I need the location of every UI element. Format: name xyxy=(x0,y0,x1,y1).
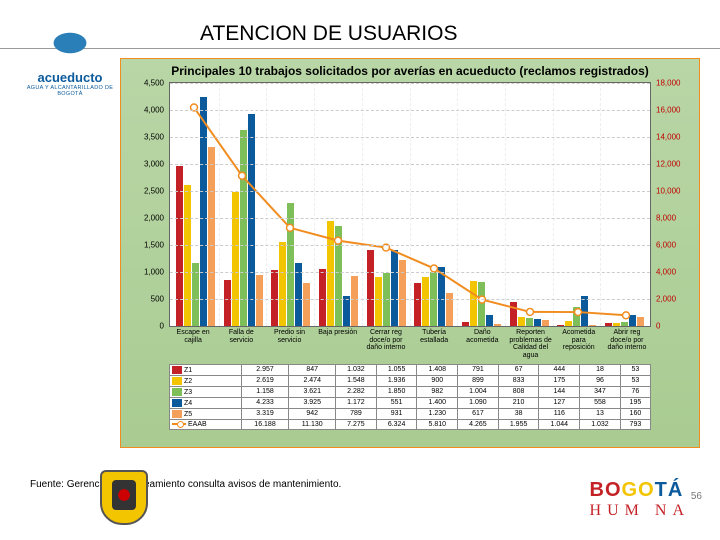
bar-Z2 xyxy=(232,192,239,326)
bar-Z2 xyxy=(422,277,429,326)
bar-Z5 xyxy=(637,317,644,326)
bogota-wordmark: BOGOTÁ xyxy=(590,479,690,502)
bar-Z3 xyxy=(526,318,533,326)
bar-Z1 xyxy=(462,322,469,326)
category-group xyxy=(220,83,268,326)
bar-Z2 xyxy=(184,185,191,326)
x-label: Predio sinservicio xyxy=(265,327,313,360)
category-group xyxy=(267,83,315,326)
bar-Z5 xyxy=(589,325,596,326)
legend-row-Z3: Z31.1583.6212.2821.8509821.0048081443477… xyxy=(170,386,651,397)
frog-icon xyxy=(20,10,120,70)
bar-Z2 xyxy=(518,317,525,326)
source-text: Fuente: Gerencia de Planeamiento consult… xyxy=(30,479,341,490)
x-labels: Escape encajillaFalla deservicioPredio s… xyxy=(169,327,651,360)
bar-Z3 xyxy=(335,226,342,326)
logo-brand: acueducto xyxy=(20,70,120,85)
page-number: 56 xyxy=(691,491,702,502)
humana-wordmark: HUM NA xyxy=(590,502,690,520)
bar-Z5 xyxy=(446,293,453,326)
bars-area xyxy=(170,83,650,326)
category-group xyxy=(506,83,554,326)
bar-Z4 xyxy=(581,296,588,326)
bar-Z2 xyxy=(565,321,572,326)
bar-Z2 xyxy=(327,221,334,326)
bar-Z2 xyxy=(375,277,382,326)
bar-Z4 xyxy=(248,114,255,326)
legend-table: Z12.9578471.0321.0551.408791674441853Z22… xyxy=(169,364,651,430)
x-label: Abrir regdoce/o pordaño interno xyxy=(603,327,651,360)
bar-Z1 xyxy=(224,280,231,326)
category-group xyxy=(554,83,602,326)
bar-Z1 xyxy=(510,302,517,326)
y-left-axis: 05001,0001,5002,0002,5003,0003,5004,0004… xyxy=(128,83,168,326)
bar-Z3 xyxy=(240,130,247,326)
chart-title: Principales 10 trabajos solicitados por … xyxy=(127,64,693,78)
category-group xyxy=(411,83,459,326)
chart-container: Principales 10 trabajos solicitados por … xyxy=(120,58,700,448)
legend-row-Z5: Z53.3199427899311.2306173811613160 xyxy=(170,408,651,419)
x-label: Tuberíaestallada xyxy=(410,327,458,360)
legend-row-Z2: Z22.6192.4741.5481.9369008998331759653 xyxy=(170,375,651,386)
x-label: Reportenproblemas deCalidad delagua xyxy=(506,327,554,360)
y-right-axis: 02,0004,0006,0008,00010,00012,00014,0001… xyxy=(652,83,692,326)
bar-Z3 xyxy=(287,203,294,326)
category-group xyxy=(172,83,220,326)
bar-Z5 xyxy=(494,324,501,326)
bar-Z1 xyxy=(414,283,421,326)
x-label: Dañoacometida xyxy=(458,327,506,360)
acueducto-logo: acueducto AGUA Y ALCANTARILLADO DE BOGOT… xyxy=(20,10,120,97)
bar-Z4 xyxy=(486,315,493,326)
bar-Z3 xyxy=(478,282,485,326)
bar-Z4 xyxy=(343,296,350,326)
bar-Z2 xyxy=(470,281,477,326)
bar-Z5 xyxy=(303,283,310,326)
bar-Z1 xyxy=(605,323,612,326)
bar-Z3 xyxy=(573,307,580,326)
bar-Z1 xyxy=(319,269,326,326)
bar-Z5 xyxy=(256,275,263,326)
x-label: Falla deservicio xyxy=(217,327,265,360)
category-group xyxy=(458,83,506,326)
bar-Z5 xyxy=(399,260,406,326)
logo-subtitle: AGUA Y ALCANTARILLADO DE BOGOTÁ xyxy=(20,85,120,97)
bar-Z4 xyxy=(534,319,541,326)
bar-Z4 xyxy=(629,315,636,326)
bar-Z5 xyxy=(351,276,358,326)
legend-row-Z4: Z44.2333.9251.1725511.4001.0902101275581… xyxy=(170,397,651,408)
x-label: Acometidaparareposición xyxy=(555,327,603,360)
legend-row-eaab: EAAB16.18811.1307.2756.3245.8104.2651.95… xyxy=(170,419,651,429)
category-group xyxy=(315,83,363,326)
category-group xyxy=(601,83,648,326)
bar-Z2 xyxy=(613,323,620,326)
bar-Z2 xyxy=(279,242,286,326)
bar-Z3 xyxy=(621,322,628,326)
bogota-humana-logo: BOGOTÁ HUM NA xyxy=(590,479,690,520)
x-label: Escape encajilla xyxy=(169,327,217,360)
bar-Z4 xyxy=(438,267,445,326)
bogota-shield-icon xyxy=(100,470,148,525)
x-label: Cerrar regdoce/o pordaño interno xyxy=(362,327,410,360)
page-title: ATENCION DE USUARIOS xyxy=(200,22,457,46)
plot-area: 05001,0001,5002,0002,5003,0003,5004,0004… xyxy=(169,82,651,327)
legend-row-Z1: Z12.9578471.0321.0551.408791674441853 xyxy=(170,364,651,375)
category-group xyxy=(363,83,411,326)
bar-Z4 xyxy=(391,250,398,326)
bar-Z5 xyxy=(542,320,549,326)
bar-Z4 xyxy=(200,97,207,326)
bar-Z1 xyxy=(557,325,564,326)
bar-Z1 xyxy=(367,250,374,326)
x-label: Baja presión xyxy=(314,327,362,360)
